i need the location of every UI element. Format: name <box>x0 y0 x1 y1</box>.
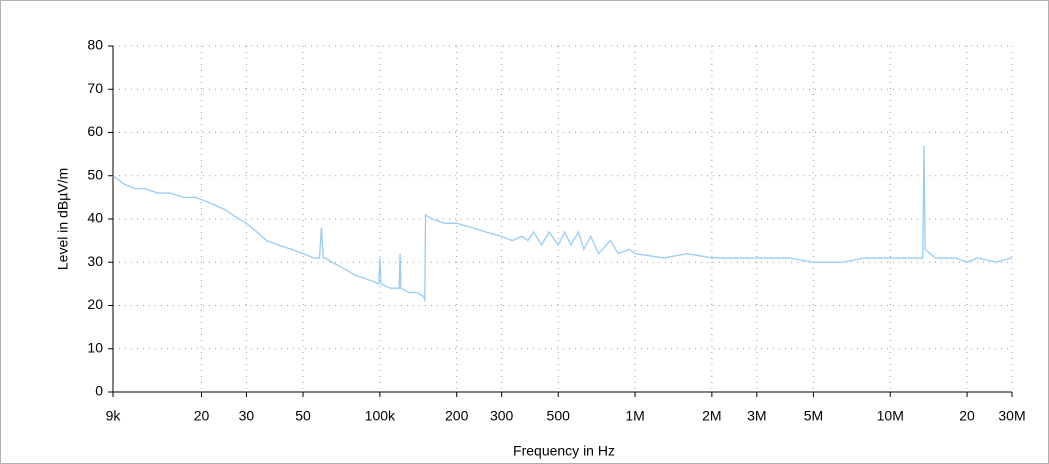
y-tick-label: 70 <box>87 80 103 96</box>
y-tick-label: 20 <box>87 296 103 312</box>
y-tick-label: 10 <box>87 339 103 355</box>
x-tick-label: 5M <box>804 408 823 424</box>
trace <box>112 145 1013 302</box>
x-tick-label: 20 <box>194 408 210 424</box>
x-tick-label: 20 <box>959 408 975 424</box>
x-tick-label: 500 <box>547 408 571 424</box>
y-tick-label: 40 <box>87 210 103 226</box>
x-tick-label: 100k <box>365 408 396 424</box>
x-tick-label: 50 <box>295 408 311 424</box>
x-tick-label: 200 <box>445 408 469 424</box>
x-tick-label: 300 <box>490 408 514 424</box>
x-tick-label: 30 <box>239 408 255 424</box>
y-tick-label: 60 <box>87 123 103 139</box>
y-tick-label: 30 <box>87 253 103 269</box>
x-tick-label: 9k <box>106 408 122 424</box>
x-axis-label: Frequency in Hz <box>513 443 615 459</box>
y-axis-label: Level in dBµV/m <box>55 168 71 270</box>
y-tick-label: 80 <box>87 37 103 53</box>
x-tick-label: 1M <box>625 408 644 424</box>
y-tick-label: 50 <box>87 166 103 182</box>
x-tick-label: 2M <box>702 408 721 424</box>
x-tick-label: 30M <box>998 408 1025 424</box>
x-tick-label: 10M <box>877 408 904 424</box>
y-tick-label: 0 <box>95 383 103 399</box>
x-tick-label: 3M <box>747 408 766 424</box>
